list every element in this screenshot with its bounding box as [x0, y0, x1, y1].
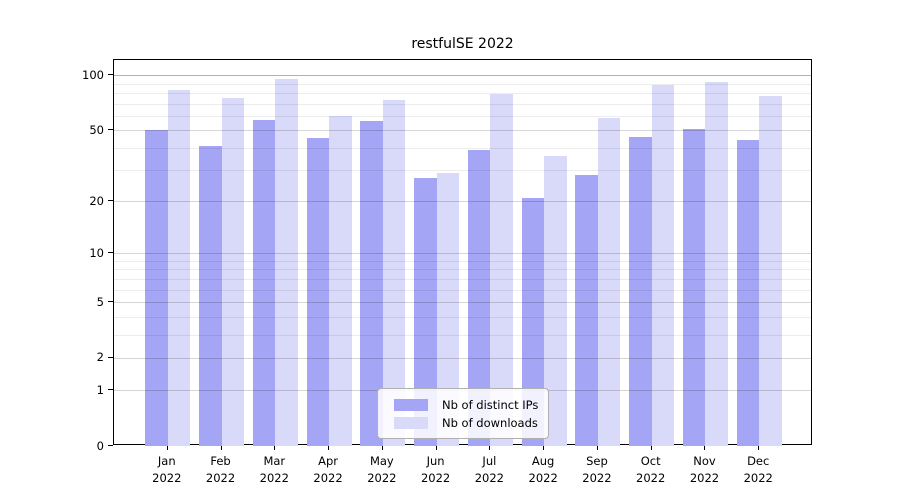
gridline-minor-8: [114, 269, 811, 271]
gridline-major-20: [114, 201, 811, 203]
x-tick-may: [381, 445, 383, 450]
y-tick-20: [108, 200, 113, 202]
bar-distinct_ips-sep: [575, 175, 598, 446]
y-tick-label-2: 2: [96, 350, 104, 365]
gridline-minor-3: [114, 334, 811, 336]
y-tick-label-100: 100: [82, 67, 104, 82]
bar-distinct_ips-oct: [629, 136, 652, 446]
x-tick-label-jul: Jul 2022: [474, 454, 505, 485]
x-tick-jan: [166, 445, 168, 450]
x-tick-label-dec: Dec 2022: [743, 454, 773, 485]
x-tick-label-apr: Apr 2022: [313, 454, 343, 485]
x-tick-label-oct: Oct 2022: [636, 454, 666, 485]
x-tick-apr: [328, 445, 330, 450]
y-tick-label-50: 50: [89, 122, 104, 137]
gridline-major-50: [114, 130, 811, 132]
y-tick-50: [108, 129, 113, 131]
bar-distinct_ips-nov: [682, 128, 706, 446]
x-tick-label-nov: Nov 2022: [689, 454, 720, 485]
gridline-minor-60: [114, 115, 811, 117]
bar-downloads-nov: [705, 81, 728, 446]
x-tick-aug: [543, 445, 545, 450]
y-tick-2: [108, 356, 113, 358]
bar-distinct_ips-jan: [145, 130, 168, 446]
bar-downloads-aug: [544, 155, 567, 446]
x-tick-nov: [704, 445, 706, 450]
gridline-major-5: [114, 302, 811, 304]
y-tick-label-5: 5: [96, 294, 104, 309]
y-tick-100: [108, 74, 113, 76]
y-tick-5: [108, 301, 113, 303]
gridline-major-100: [114, 75, 811, 77]
bar-distinct_ips-may: [360, 121, 383, 446]
bar-downloads-sep: [597, 118, 621, 446]
bar-distinct_ips-jul: [467, 149, 491, 446]
x-tick-label-feb: Feb 2022: [205, 454, 236, 485]
bar-downloads-jul: [490, 93, 513, 446]
y-tick-label-0: 0: [96, 438, 104, 453]
chart-title: restfulSE 2022: [411, 36, 514, 52]
bar-downloads-dec: [759, 95, 782, 446]
legend: Nb of distinct IPs Nb of downloads: [377, 388, 550, 439]
x-tick-oct: [650, 445, 652, 450]
gridline-minor-90: [114, 83, 811, 85]
y-tick-1: [108, 389, 113, 391]
bar-distinct_ips-aug: [521, 197, 545, 446]
x-tick-label-mar: Mar 2022: [259, 454, 289, 485]
bar-distinct_ips-apr: [306, 138, 330, 446]
x-tick-label-may: May 2022: [367, 454, 397, 485]
bar-distinct_ips-feb: [199, 145, 222, 446]
y-tick-label-10: 10: [89, 245, 104, 260]
x-tick-jul: [489, 445, 491, 450]
y-tick-label-1: 1: [96, 382, 104, 397]
legend-row-downloads: Nb of downloads: [394, 414, 538, 432]
x-tick-mar: [274, 445, 276, 450]
gridline-minor-4: [114, 316, 811, 318]
x-tick-label-aug: Aug 2022: [528, 454, 558, 485]
legend-row-distinct_ips: Nb of distinct IPs: [394, 396, 538, 414]
legend-swatch-distinct_ips: [394, 399, 428, 411]
gridline-minor-30: [114, 170, 811, 172]
legend-label-distinct_ips: Nb of distinct IPs: [442, 398, 539, 412]
x-tick-label-jun: Jun 2022: [420, 454, 451, 485]
gridline-minor-9: [114, 261, 811, 262]
gridline-major-2: [114, 357, 811, 359]
gridline-minor-7: [114, 278, 811, 280]
bar-distinct_ips-dec: [736, 140, 760, 446]
bar-downloads-jan: [167, 90, 191, 446]
bar-downloads-apr: [329, 115, 352, 446]
x-tick-feb: [220, 445, 222, 450]
gridline-minor-70: [114, 103, 811, 105]
y-tick-10: [108, 252, 113, 254]
bar-downloads-oct: [651, 85, 675, 446]
legend-swatch-downloads: [394, 417, 428, 429]
x-tick-label-jan: Jan 2022: [152, 454, 182, 485]
bar-downloads-mar: [275, 79, 298, 446]
gridline-major-10: [114, 253, 811, 255]
y-tick-0: [108, 445, 113, 446]
x-tick-label-sep: Sep 2022: [582, 454, 612, 485]
y-tick-label-20: 20: [89, 193, 104, 208]
gridline-minor-80: [114, 92, 811, 94]
gridline-minor-6: [114, 289, 811, 291]
bar-distinct_ips-jun: [414, 178, 437, 446]
plot-area: [113, 59, 812, 446]
legend-label-downloads: Nb of downloads: [442, 416, 538, 430]
x-tick-sep: [596, 445, 598, 450]
x-tick-dec: [758, 445, 760, 450]
x-tick-jun: [435, 445, 437, 450]
bar-distinct_ips-mar: [252, 119, 276, 446]
bar-downloads-may: [382, 100, 406, 446]
bar-downloads-jun: [436, 172, 460, 446]
bar-downloads-feb: [221, 98, 245, 446]
gridline-minor-40: [114, 147, 811, 149]
